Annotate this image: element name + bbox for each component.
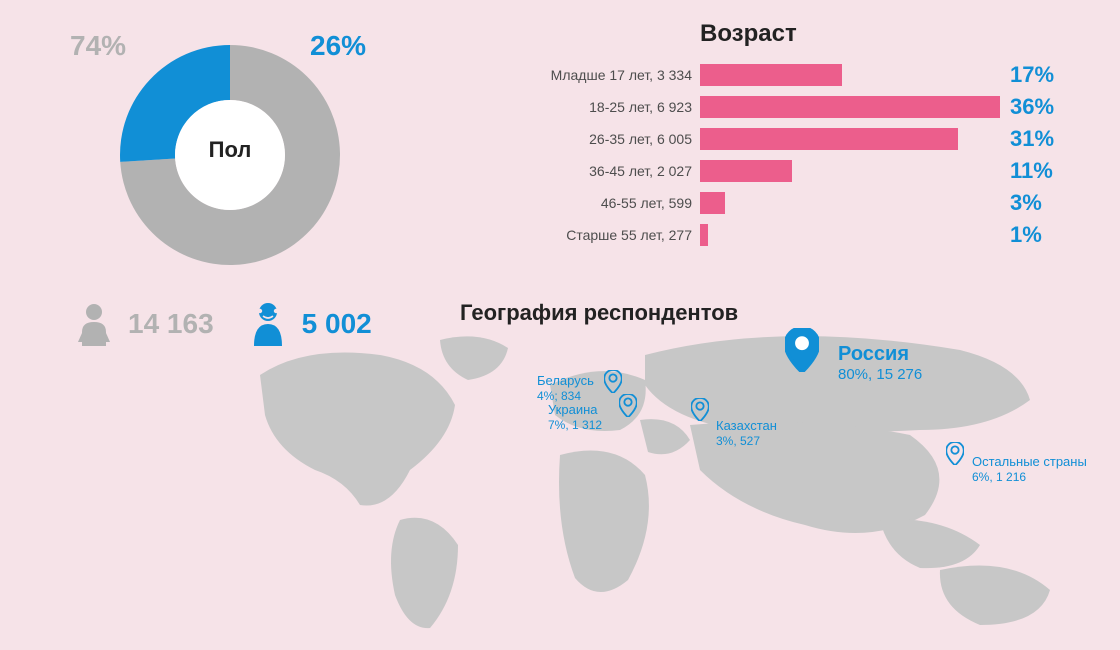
donut-pct-male: 26% xyxy=(310,30,366,62)
age-title: Возраст xyxy=(700,20,797,48)
age-bar-track xyxy=(700,64,1000,86)
age-bar-track xyxy=(700,224,1000,246)
female-icon xyxy=(70,300,118,348)
age-row-label: Старше 55 лет, 277 xyxy=(460,227,700,243)
geo-label-sub: 4%; 834 xyxy=(537,389,594,403)
geo-label-sub: 7%, 1 312 xyxy=(548,418,602,432)
gender-donut: Пол 74% 26% xyxy=(80,20,380,280)
age-bar xyxy=(700,128,958,150)
age-row-pct: 11% xyxy=(1010,158,1053,184)
age-row-label: 46-55 лет, 599 xyxy=(460,195,700,211)
map-pin-icon xyxy=(604,370,622,393)
age-row: 36-45 лет, 2 027 11% xyxy=(460,156,1080,186)
age-bar-track xyxy=(700,96,1000,118)
age-row-pct: 36% xyxy=(1010,94,1054,120)
donut-pct-female: 74% xyxy=(70,30,126,62)
age-row-label: 26-35 лет, 6 005 xyxy=(460,131,700,147)
geo-label-name: Беларусь xyxy=(537,373,594,389)
geo-label-name: Казахстан xyxy=(716,418,777,434)
geo-label-sub: 6%, 1 216 xyxy=(972,470,1087,484)
age-row-label: 36-45 лет, 2 027 xyxy=(460,163,700,179)
geo-label-name: Остальные страны xyxy=(972,454,1087,470)
geo-label-sub: 80%, 15 276 xyxy=(838,366,922,384)
age-bar xyxy=(700,96,1000,118)
age-row: 18-25 лет, 6 923 36% xyxy=(460,92,1080,122)
age-row: 26-35 лет, 6 005 31% xyxy=(460,124,1080,154)
age-bar xyxy=(700,224,708,246)
age-bar xyxy=(700,160,792,182)
age-row: 46-55 лет, 599 3% xyxy=(460,188,1080,218)
geo-label: Беларусь4%; 834 xyxy=(537,373,594,403)
geo-label: Казахстан3%, 527 xyxy=(716,418,777,448)
age-bar-track xyxy=(700,128,1000,150)
donut-center-label: Пол xyxy=(209,137,252,163)
age-row-pct: 17% xyxy=(1010,62,1054,88)
age-row: Младше 17 лет, 3 334 17% xyxy=(460,60,1080,90)
geo-label: Россия80%, 15 276 xyxy=(838,342,922,384)
age-row-label: 18-25 лет, 6 923 xyxy=(460,99,700,115)
age-bar xyxy=(700,64,842,86)
age-row-pct: 1% xyxy=(1010,222,1042,248)
geo-label: Остальные страны6%, 1 216 xyxy=(972,454,1087,484)
age-row-pct: 31% xyxy=(1010,126,1054,152)
map-pin-icon xyxy=(619,394,637,417)
female-count: 14 163 xyxy=(128,308,214,340)
geo-label-name: Россия xyxy=(838,342,922,366)
age-bar xyxy=(700,192,725,214)
world-map-svg xyxy=(220,320,1100,640)
map-pin-icon xyxy=(785,328,819,372)
geo-label-sub: 3%, 527 xyxy=(716,434,777,448)
age-bar-track xyxy=(700,192,1000,214)
age-row: Старше 55 лет, 277 1% xyxy=(460,220,1080,250)
age-row-pct: 3% xyxy=(1010,190,1042,216)
age-row-label: Младше 17 лет, 3 334 xyxy=(460,67,700,83)
age-bar-track xyxy=(700,160,1000,182)
geo-label: Украина7%, 1 312 xyxy=(548,402,602,432)
world-map xyxy=(220,320,1100,640)
geo-label-name: Украина xyxy=(548,402,602,418)
map-pin-icon xyxy=(691,398,709,421)
age-bar-chart: Младше 17 лет, 3 334 17% 18-25 лет, 6 923 3… xyxy=(460,60,1080,252)
map-pin-icon xyxy=(946,442,964,465)
